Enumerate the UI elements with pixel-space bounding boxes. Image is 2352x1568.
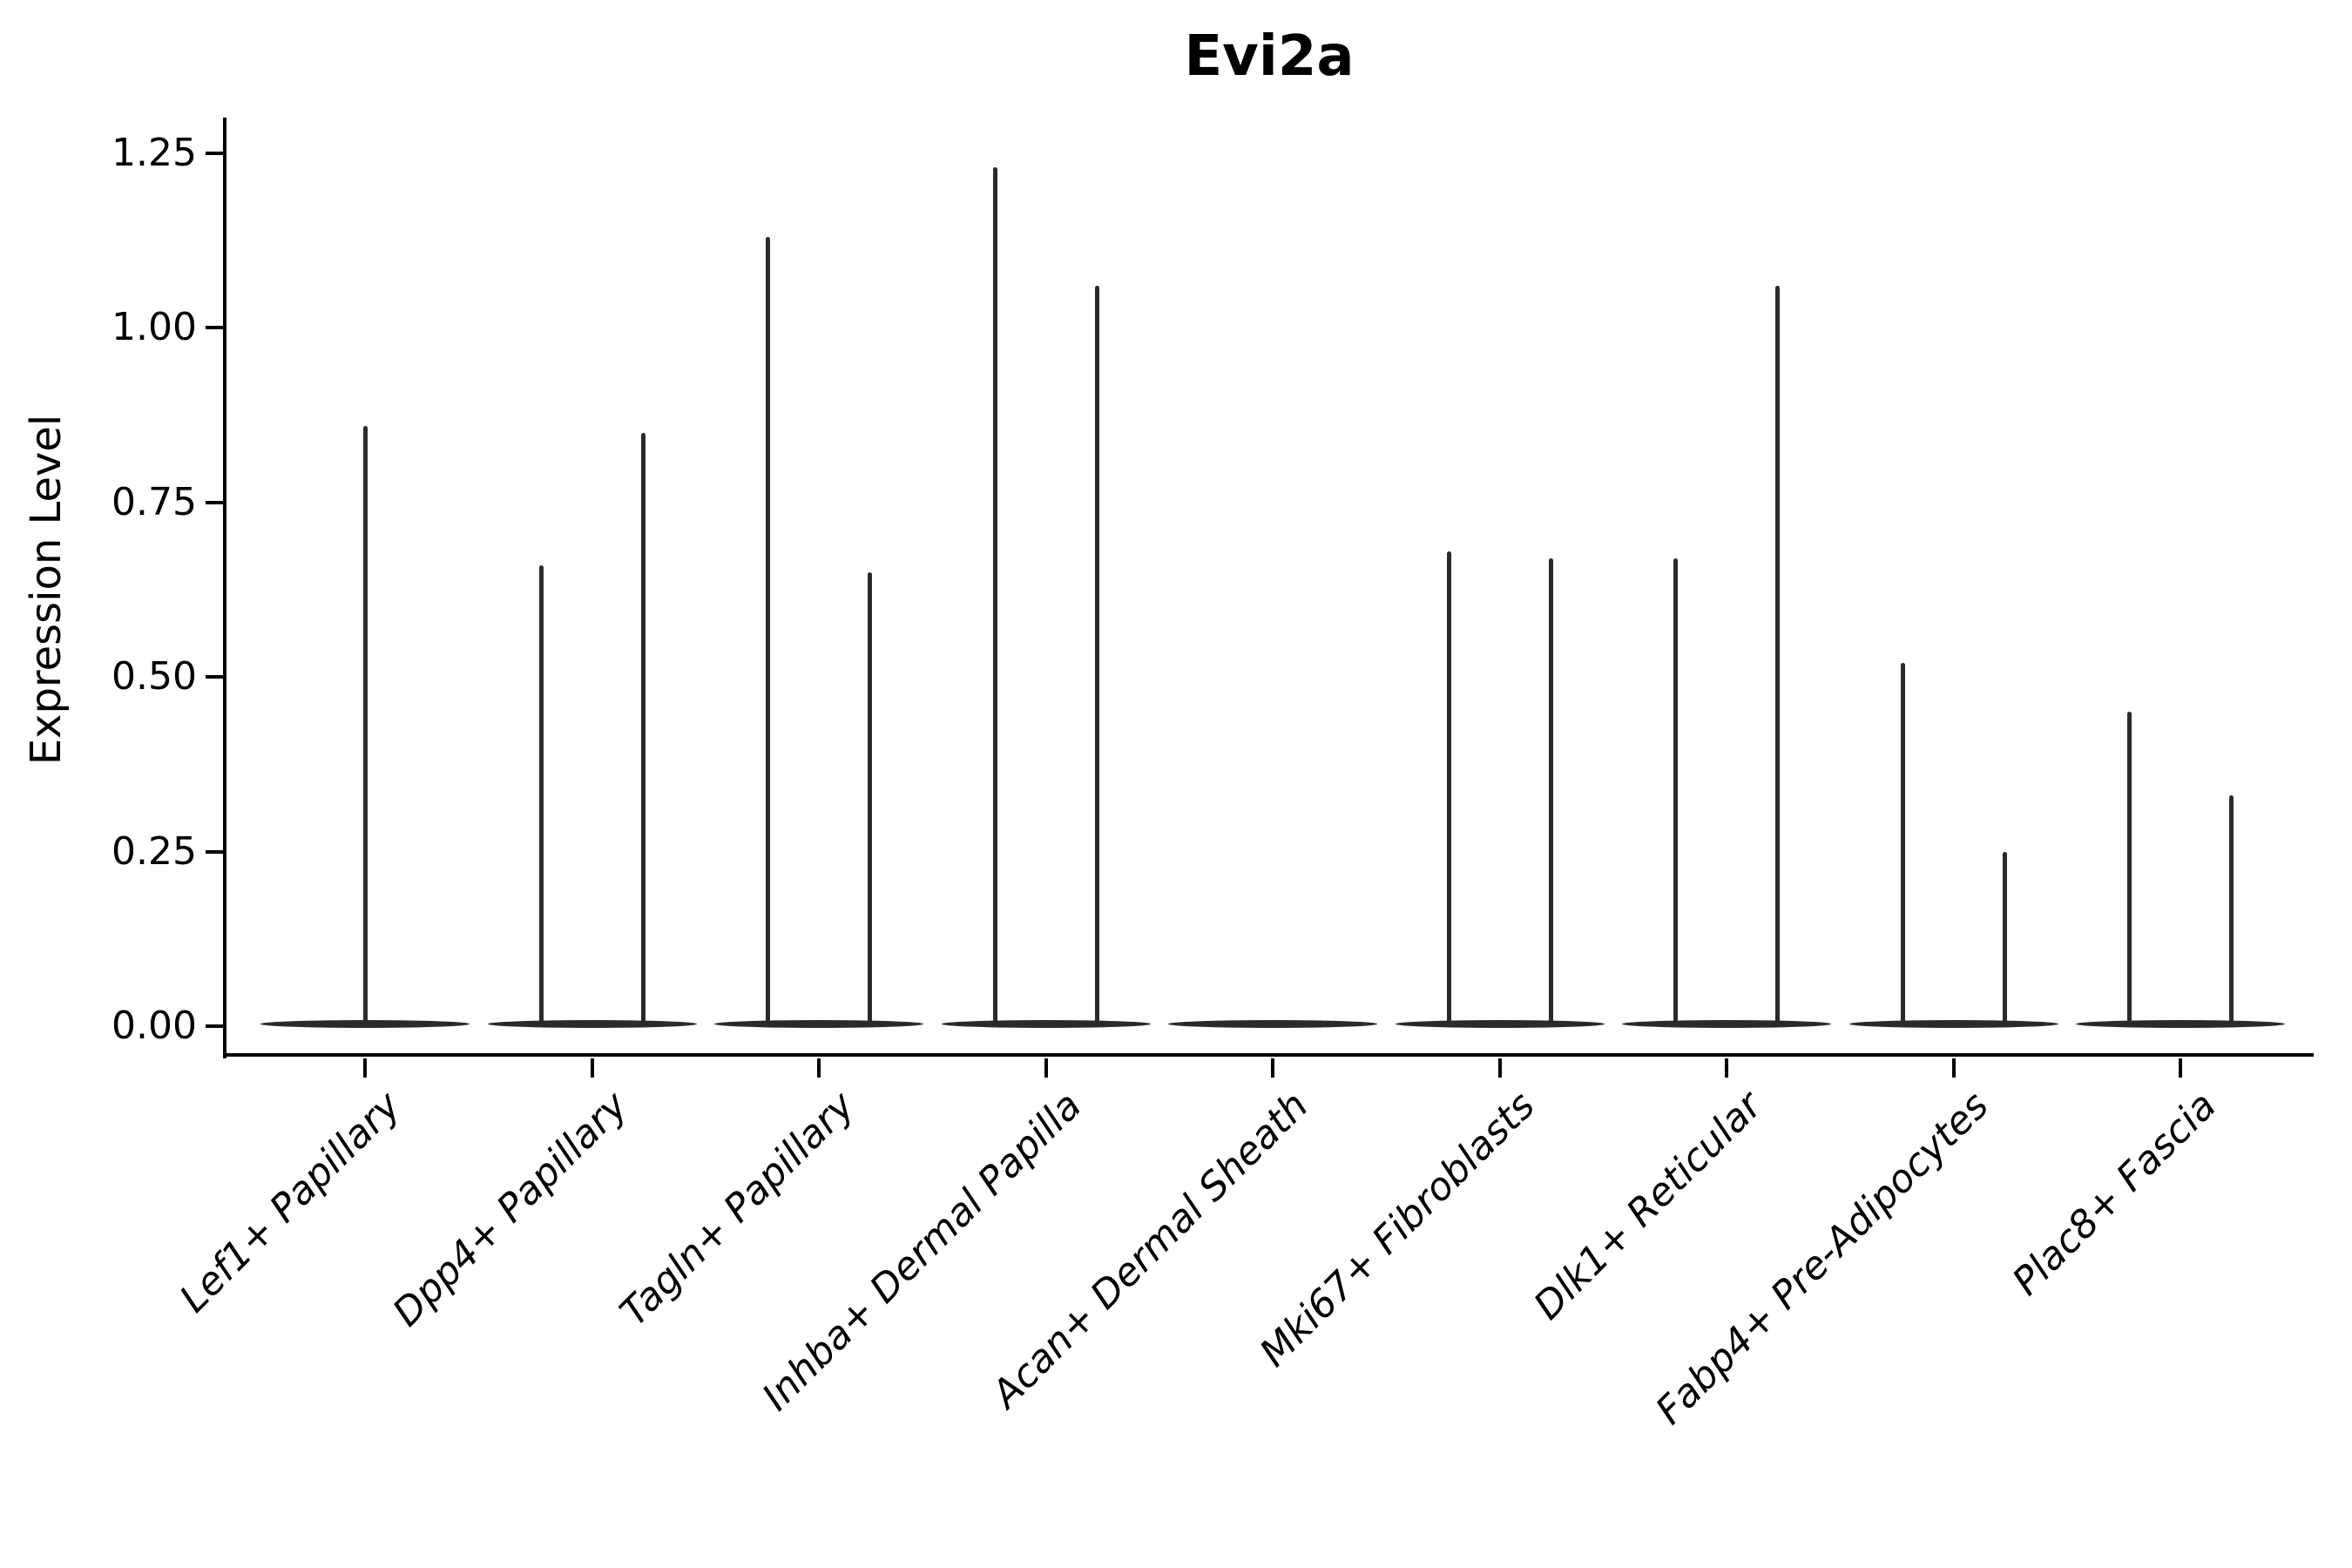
x-tick-mark <box>363 1058 367 1078</box>
violin-spike <box>538 564 544 1024</box>
x-tick-mark <box>817 1058 821 1078</box>
violin-base <box>714 1020 923 1028</box>
plot-title: Evi2a <box>1184 24 1355 89</box>
y-tick-label: 0.25 <box>112 828 197 874</box>
violin-base <box>1395 1020 1605 1028</box>
x-tick-mark <box>1497 1058 1502 1078</box>
violin-spike <box>1446 551 1451 1024</box>
x-tick-mark <box>1951 1058 1956 1078</box>
y-tick-mark <box>206 1024 225 1028</box>
x-tick-mark <box>2179 1058 2182 1078</box>
x-tick-label: Tagln+ Papillary <box>611 1083 863 1335</box>
violin-base <box>1848 1020 2058 1028</box>
y-tick-label: 0.75 <box>112 479 197 524</box>
y-axis-spine <box>223 118 226 1058</box>
violin-base <box>941 1020 1151 1028</box>
violin-base <box>1622 1020 1831 1028</box>
violin-spike <box>766 237 770 1024</box>
x-axis-spine <box>223 1053 2314 1057</box>
violin-spike <box>1094 286 1099 1024</box>
x-tick-mark <box>1271 1058 1274 1078</box>
x-tick-mark <box>590 1058 594 1078</box>
y-tick-label: 1.00 <box>112 305 197 350</box>
x-tick-mark <box>1725 1058 1728 1078</box>
y-tick-label: 1.25 <box>112 131 197 175</box>
y-tick-mark <box>206 849 225 854</box>
x-tick-label: Dlk1+ Reticular <box>1525 1083 1771 1328</box>
violin-base <box>2076 1020 2285 1028</box>
x-tick-mark <box>1044 1058 1048 1078</box>
violin-spike <box>640 432 645 1024</box>
violin-spike <box>1548 558 1553 1024</box>
violin-spike <box>868 571 872 1024</box>
violin-spike <box>1775 286 1780 1024</box>
violin-spike <box>2002 851 2007 1024</box>
violin-base <box>1168 1020 1377 1028</box>
x-tick-label: Lef1+ Papillary <box>171 1083 409 1321</box>
y-tick-mark <box>206 675 225 679</box>
violin-spike <box>2229 795 2234 1024</box>
violin-spike <box>992 167 997 1024</box>
violin-spike <box>1900 663 1905 1024</box>
y-tick-mark <box>206 500 225 504</box>
violin-spike <box>1673 558 1678 1024</box>
violin-base <box>487 1020 697 1028</box>
y-tick-mark <box>206 326 225 330</box>
x-tick-label: Plac8+ Fascia <box>2004 1083 2225 1304</box>
y-tick-label: 0.00 <box>112 1004 197 1048</box>
x-tick-label: Dpp4+ Papillary <box>384 1083 637 1335</box>
violin-spike <box>362 425 368 1024</box>
y-tick-label: 0.50 <box>112 654 197 700</box>
violin-spike <box>2127 712 2132 1024</box>
y-tick-mark <box>206 152 225 155</box>
